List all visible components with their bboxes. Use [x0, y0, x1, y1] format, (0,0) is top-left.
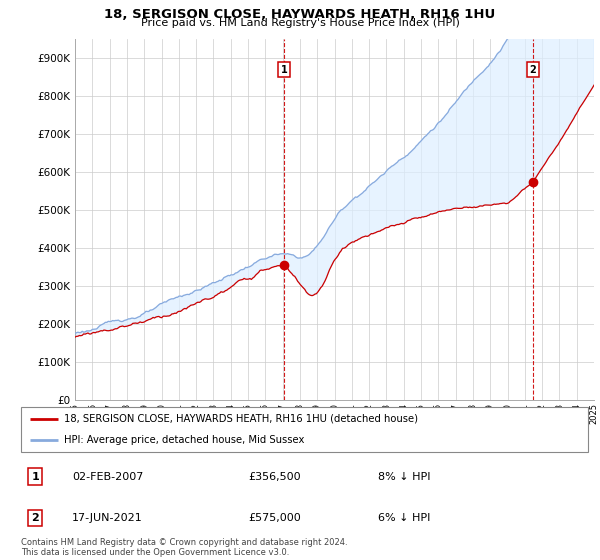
Text: £356,500: £356,500 — [248, 472, 301, 482]
Text: 2: 2 — [31, 513, 39, 523]
Text: Price paid vs. HM Land Registry's House Price Index (HPI): Price paid vs. HM Land Registry's House … — [140, 18, 460, 28]
Text: 8% ↓ HPI: 8% ↓ HPI — [378, 472, 431, 482]
Text: 17-JUN-2021: 17-JUN-2021 — [72, 513, 143, 523]
Text: 02-FEB-2007: 02-FEB-2007 — [72, 472, 143, 482]
Text: HPI: Average price, detached house, Mid Sussex: HPI: Average price, detached house, Mid … — [64, 435, 304, 445]
Text: £575,000: £575,000 — [248, 513, 301, 523]
Text: 6% ↓ HPI: 6% ↓ HPI — [378, 513, 431, 523]
FancyBboxPatch shape — [21, 407, 588, 452]
Text: 1: 1 — [281, 64, 287, 74]
Text: 2: 2 — [529, 64, 536, 74]
Text: 18, SERGISON CLOSE, HAYWARDS HEATH, RH16 1HU: 18, SERGISON CLOSE, HAYWARDS HEATH, RH16… — [104, 8, 496, 21]
Text: 1: 1 — [31, 472, 39, 482]
Text: Contains HM Land Registry data © Crown copyright and database right 2024.
This d: Contains HM Land Registry data © Crown c… — [21, 538, 347, 557]
Text: 18, SERGISON CLOSE, HAYWARDS HEATH, RH16 1HU (detached house): 18, SERGISON CLOSE, HAYWARDS HEATH, RH16… — [64, 414, 418, 424]
